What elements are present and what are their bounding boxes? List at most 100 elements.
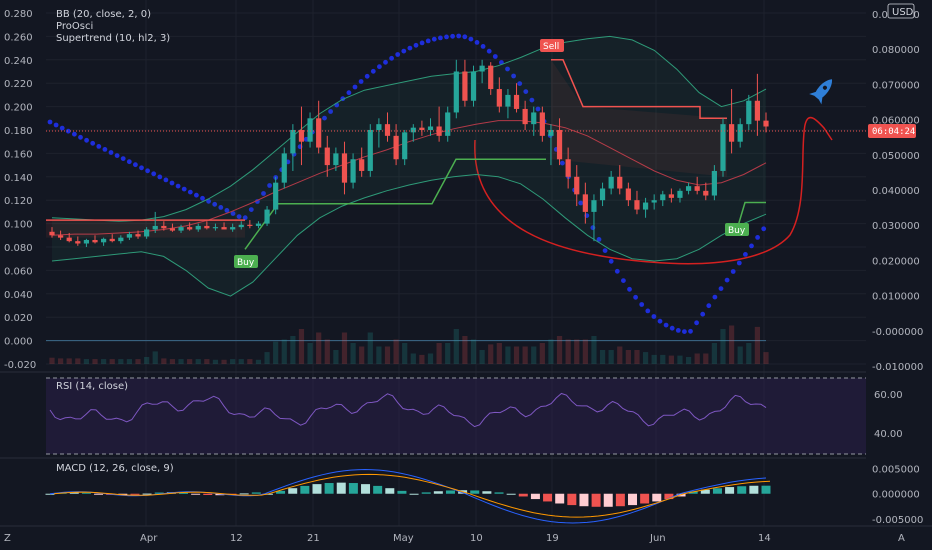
candle-body bbox=[470, 71, 477, 101]
volume-bar bbox=[384, 346, 391, 364]
volume-bar bbox=[212, 359, 219, 364]
legend-proosci[interactable]: ProOsci bbox=[56, 21, 93, 32]
proosci-dot bbox=[358, 79, 364, 84]
volume-bar bbox=[367, 332, 373, 364]
proosci-dot bbox=[419, 40, 425, 46]
volume-bar bbox=[462, 336, 468, 364]
macd-pane: MACD (12, 26, close, 9) bbox=[0, 457, 866, 524]
volume-bar bbox=[720, 329, 726, 364]
legend-rsi[interactable]: RSI (14, close) bbox=[56, 381, 128, 392]
volume-bar bbox=[393, 339, 399, 364]
proosci-dot bbox=[96, 144, 102, 149]
candle-body bbox=[238, 224, 244, 228]
bb-lower bbox=[51, 173, 767, 297]
countdown-label: 06:04:24 bbox=[872, 127, 915, 137]
legend-supertrend[interactable]: Supertrend (10, hl2, 3) bbox=[56, 33, 170, 44]
volume-bar bbox=[479, 350, 485, 364]
volume-bar bbox=[746, 343, 752, 364]
proosci-dot bbox=[181, 186, 187, 192]
proosci-dot bbox=[151, 171, 157, 177]
proosci-dot bbox=[730, 269, 736, 274]
candle-body bbox=[49, 231, 55, 236]
proosci-dot bbox=[651, 314, 657, 319]
volume-bar bbox=[316, 332, 322, 364]
volume-bar bbox=[101, 359, 107, 364]
proosci-dot bbox=[303, 136, 309, 142]
volume-bar bbox=[410, 353, 416, 364]
macd-hist-bar bbox=[215, 493, 225, 496]
currency-badge[interactable]: USD bbox=[887, 3, 915, 19]
proosci-dot bbox=[377, 64, 382, 70]
price-tick-label: 0.180 bbox=[4, 126, 33, 137]
price-axis-left: 0.280 0.260 0.240 0.220 0.200 0.180 0.160 0.140… bbox=[4, 9, 36, 371]
proosci-dot bbox=[560, 160, 565, 166]
macd-hist-bar bbox=[276, 490, 286, 494]
candle-body bbox=[75, 241, 81, 244]
candle-body bbox=[720, 124, 726, 171]
macd-hist-bar bbox=[567, 493, 577, 506]
proosci-dot bbox=[407, 45, 413, 51]
candle-body bbox=[333, 153, 339, 166]
volume-bar bbox=[608, 350, 614, 364]
proosci-dot bbox=[267, 183, 272, 188]
volume-bar bbox=[617, 346, 623, 364]
proosci-dot bbox=[157, 174, 163, 180]
volume-bars bbox=[49, 325, 769, 364]
supertrend-down-fill bbox=[46, 220, 245, 238]
macd-hist-bar bbox=[385, 488, 395, 494]
candle-body bbox=[298, 130, 305, 142]
proosci-dot bbox=[596, 237, 602, 242]
macd-hist-bar bbox=[530, 493, 540, 500]
volume-bar bbox=[247, 359, 253, 364]
macd-hist-bar bbox=[615, 493, 625, 507]
volume-bar bbox=[118, 359, 124, 364]
price-tick-label: 0.240 bbox=[4, 56, 33, 67]
volume-bar bbox=[376, 346, 382, 364]
proosci-dot bbox=[743, 252, 748, 257]
proosci-dot bbox=[468, 36, 474, 42]
proosci-dot bbox=[688, 328, 693, 334]
legend-macd[interactable]: MACD (12, 26, close, 9) bbox=[56, 463, 174, 474]
volume-bar bbox=[402, 343, 408, 364]
volume-bar bbox=[496, 343, 502, 364]
volume-bar bbox=[513, 346, 520, 364]
proosci-dot bbox=[47, 119, 53, 125]
osc-tick-label: 0.060000 bbox=[872, 116, 920, 127]
macd-hist-bar bbox=[543, 493, 553, 502]
candle-body bbox=[359, 159, 365, 171]
volume-bar bbox=[642, 352, 649, 364]
candle-body bbox=[617, 176, 623, 189]
macd-hist-bar bbox=[445, 490, 455, 494]
candle-body bbox=[685, 186, 692, 191]
volume-bar bbox=[359, 346, 365, 364]
buy-label-1: Buy bbox=[237, 258, 255, 268]
volume-bar bbox=[737, 346, 743, 364]
time-tick-label: 14 bbox=[758, 533, 771, 544]
footer-right[interactable]: A bbox=[898, 533, 905, 544]
volume-bar bbox=[238, 359, 244, 364]
sell-signal: Sell bbox=[540, 39, 564, 52]
candle-body bbox=[402, 132, 408, 160]
volume-bar bbox=[273, 341, 279, 364]
candle-body bbox=[677, 190, 683, 198]
candle-body bbox=[599, 188, 606, 201]
volume-bar bbox=[539, 343, 545, 364]
legend-bb[interactable]: BB (20, close, 2, 0) bbox=[56, 9, 151, 20]
volume-bar bbox=[445, 343, 451, 364]
volume-bar bbox=[169, 359, 176, 364]
volume-bar bbox=[178, 359, 184, 364]
osc-tick-label: 0.030000 bbox=[872, 221, 920, 232]
candle-body bbox=[126, 234, 133, 238]
macd-hist-bar bbox=[239, 493, 249, 495]
candle-body bbox=[324, 147, 330, 166]
price-tick-label: 0.060 bbox=[4, 266, 33, 277]
candle-body bbox=[522, 108, 528, 125]
footer-left[interactable]: Z bbox=[4, 533, 11, 544]
candle-body bbox=[746, 100, 752, 125]
proosci-dot bbox=[450, 33, 455, 39]
candle-body bbox=[204, 225, 210, 229]
candle-body bbox=[255, 223, 262, 226]
volume-bar bbox=[58, 358, 64, 364]
volume-bar bbox=[565, 339, 571, 364]
